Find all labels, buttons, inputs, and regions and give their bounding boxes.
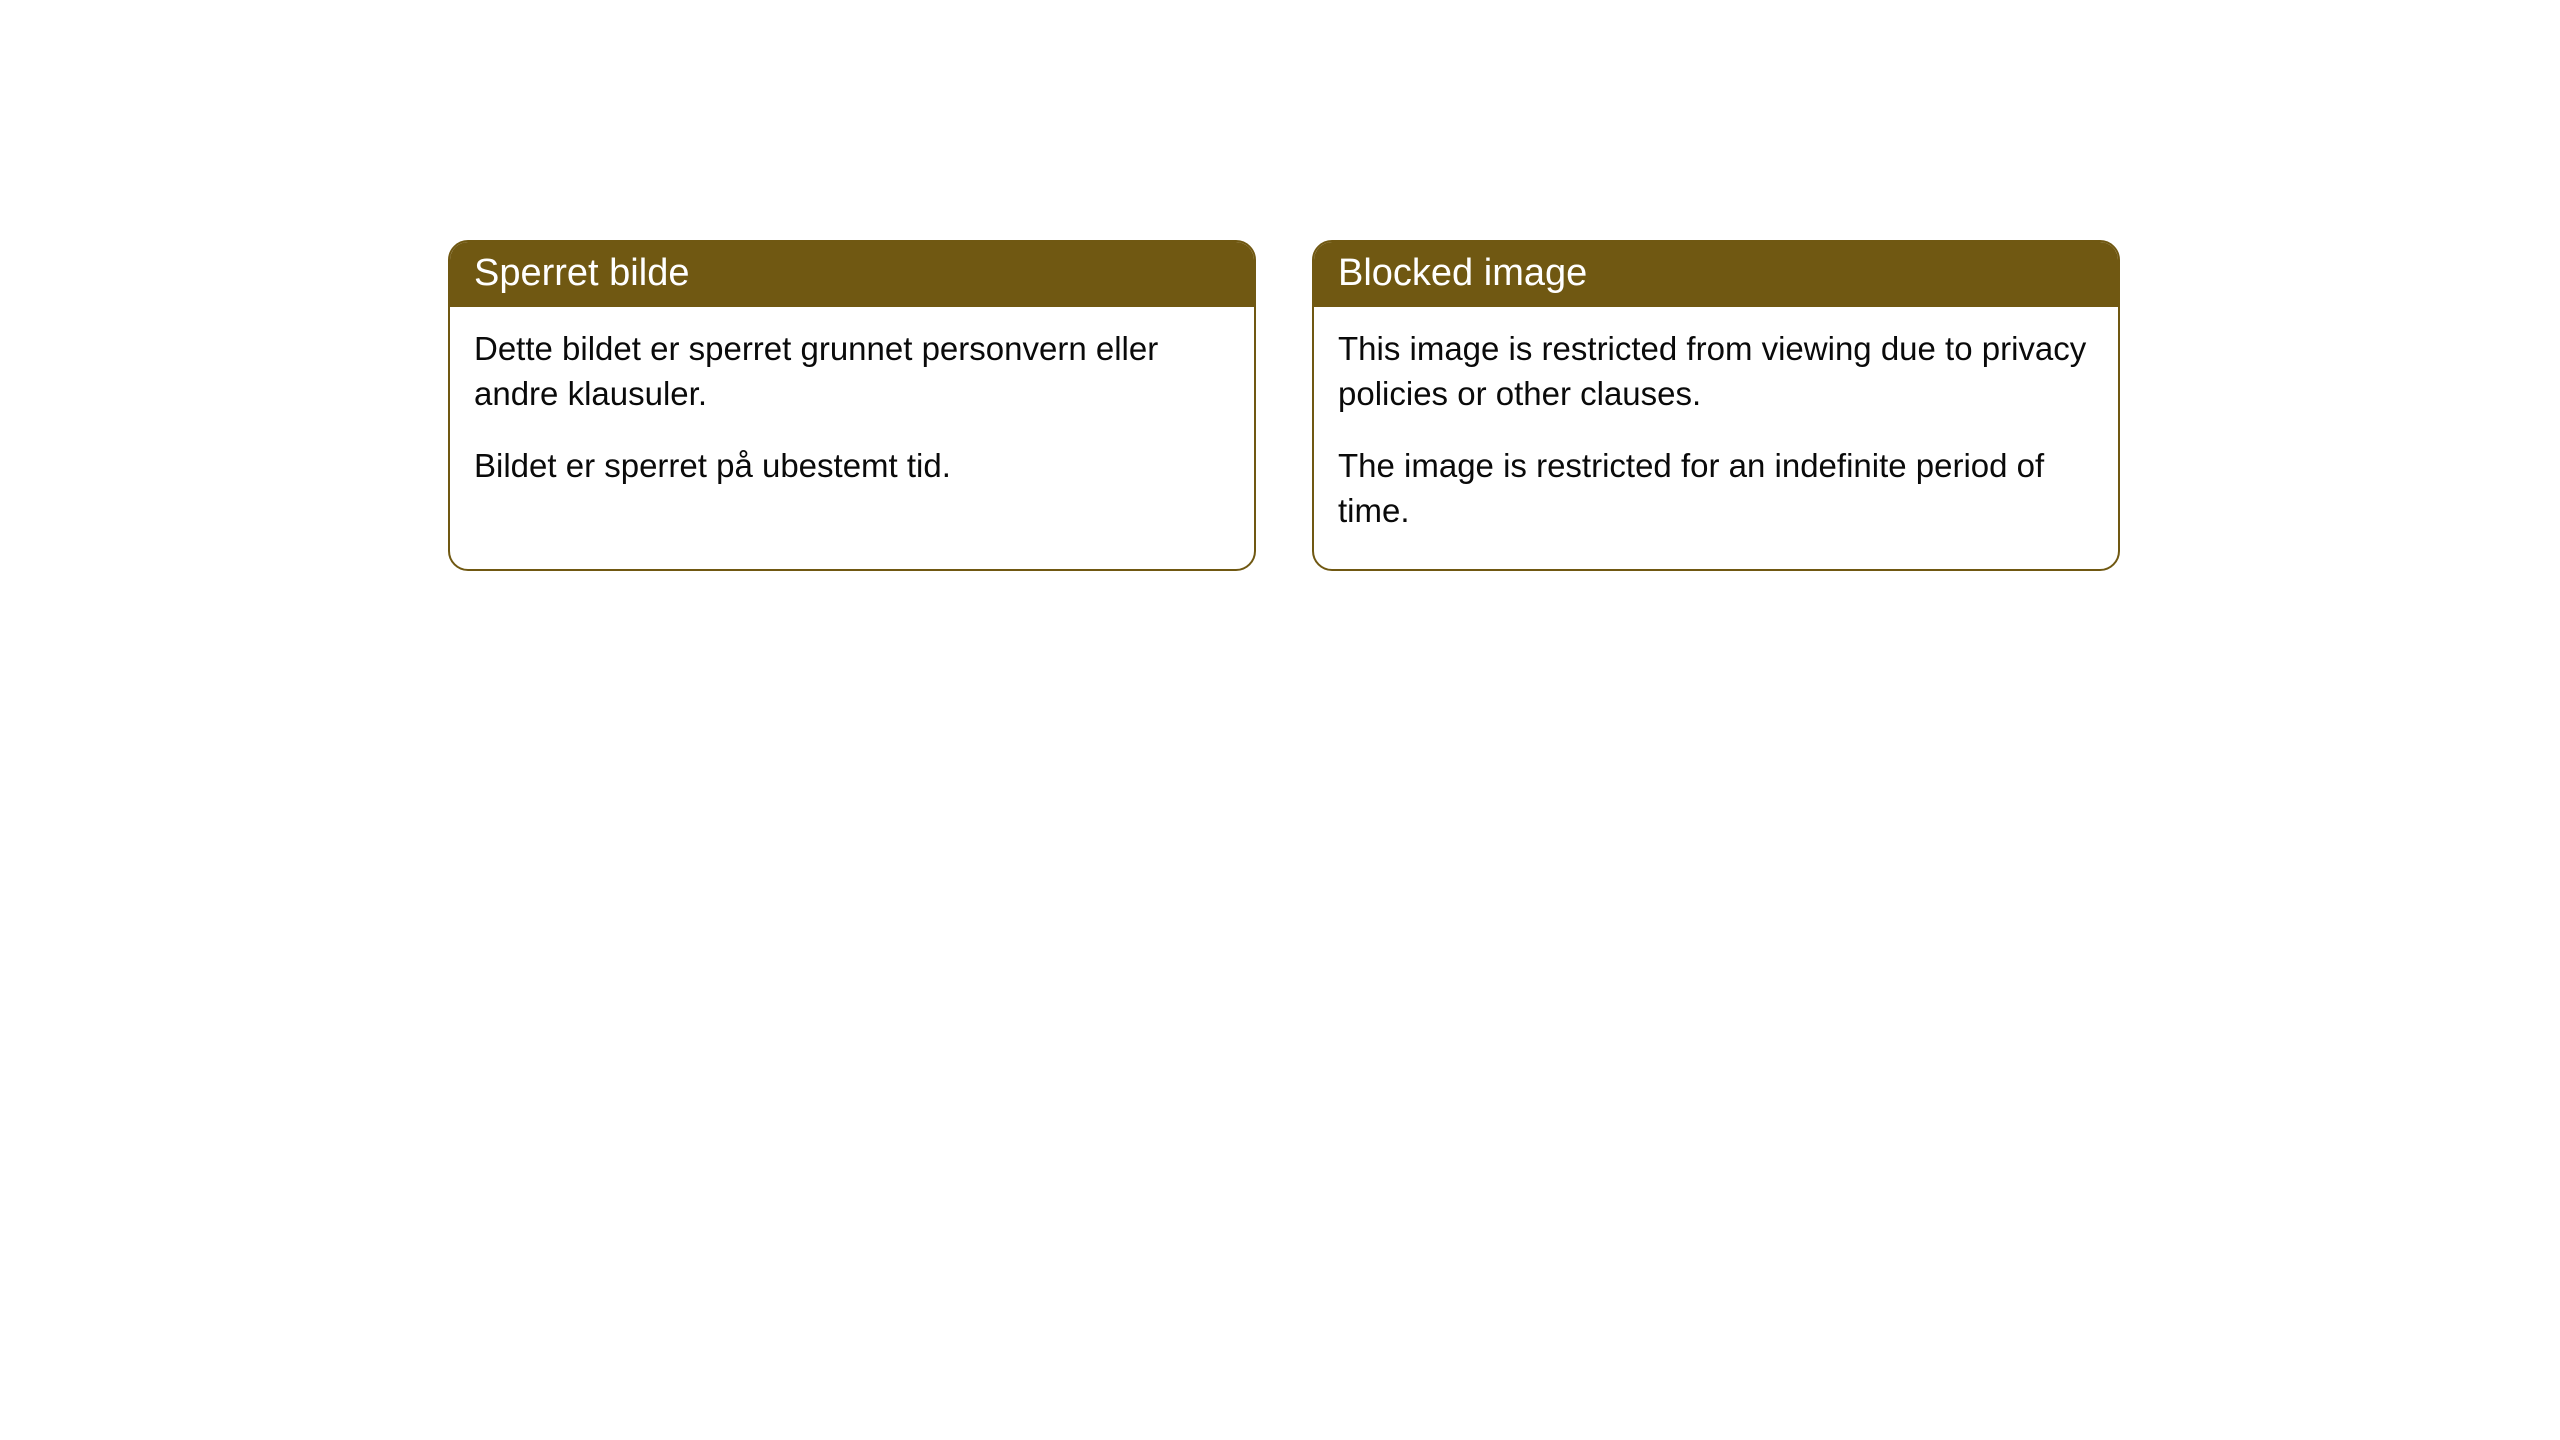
notice-paragraph-2-english: The image is restricted for an indefinit… — [1338, 444, 2094, 533]
notice-card-norwegian: Sperret bilde Dette bildet er sperret gr… — [448, 240, 1256, 571]
notice-paragraph-1-english: This image is restricted from viewing du… — [1338, 327, 2094, 416]
notice-paragraph-2-norwegian: Bildet er sperret på ubestemt tid. — [474, 444, 1230, 489]
notice-header-english: Blocked image — [1314, 242, 2118, 307]
notice-paragraph-1-norwegian: Dette bildet er sperret grunnet personve… — [474, 327, 1230, 416]
notice-cards-container: Sperret bilde Dette bildet er sperret gr… — [0, 0, 2560, 571]
notice-body-english: This image is restricted from viewing du… — [1314, 307, 2118, 569]
notice-header-norwegian: Sperret bilde — [450, 242, 1254, 307]
notice-body-norwegian: Dette bildet er sperret grunnet personve… — [450, 307, 1254, 525]
notice-card-english: Blocked image This image is restricted f… — [1312, 240, 2120, 571]
